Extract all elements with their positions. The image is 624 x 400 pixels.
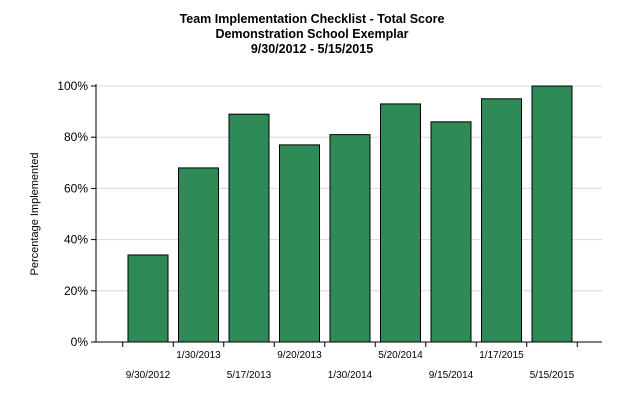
axes	[91, 84, 602, 347]
x-tick-label: 5/20/2014	[378, 350, 423, 361]
y-tick-label: 60%	[64, 181, 88, 195]
x-tick-label: 9/15/2014	[429, 370, 474, 381]
x-tick-label: 1/30/2013	[176, 350, 221, 361]
bar	[481, 98, 522, 343]
x-tick-label: 5/17/2013	[227, 370, 272, 381]
y-axis-label: Percentage Implemented	[29, 153, 41, 276]
bar	[380, 103, 421, 343]
y-tick-label: 80%	[64, 130, 88, 144]
y-tick-label: 20%	[64, 284, 88, 298]
x-tick-label: 1/17/2015	[479, 350, 524, 361]
bar	[279, 144, 320, 343]
chart-titles: Team Implementation Checklist - Total Sc…	[0, 12, 624, 57]
chart-date-range: 9/30/2012 - 5/15/2015	[250, 42, 374, 56]
bar	[127, 254, 169, 343]
bar	[228, 113, 270, 343]
bar	[531, 85, 573, 343]
y-tick-label: 0%	[71, 335, 89, 349]
x-tick-label: 5/15/2015	[530, 370, 575, 381]
x-tick-label: 9/30/2012	[126, 370, 171, 381]
bar	[329, 134, 371, 343]
chart-subtitle: Demonstration School Exemplar	[215, 27, 409, 41]
y-tick-label: 100%	[57, 79, 88, 93]
bar	[430, 121, 472, 343]
chart-title: Team Implementation Checklist - Total Sc…	[179, 12, 445, 26]
x-tick-labels: 9/30/2012 1/30/2013 5/17/2013 9/20/2013 1/30…	[126, 350, 575, 381]
bars	[127, 85, 573, 343]
x-tick-label: 9/20/2013	[277, 350, 322, 361]
x-tick-label: 1/30/2014	[328, 370, 373, 381]
y-tick-labels: 0% 20% 40% 60% 80% 100%	[57, 79, 88, 349]
y-tick-label: 40%	[64, 233, 88, 247]
bar	[178, 167, 219, 343]
